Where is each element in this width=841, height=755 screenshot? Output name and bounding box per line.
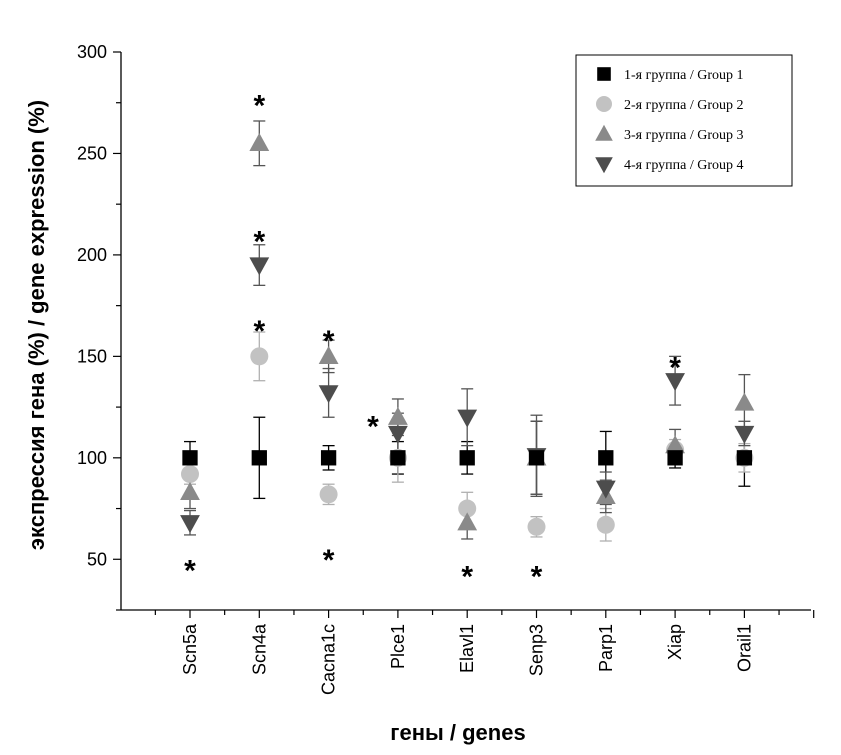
data-point-triangle-up (665, 435, 685, 454)
x-tick-label: Senp3 (527, 624, 547, 676)
data-point-square (667, 450, 683, 466)
data-point-triangle-up (318, 346, 339, 365)
x-tick-label: Elavl1 (457, 624, 477, 673)
significance-asterisk: * (184, 554, 196, 587)
y-tick-label: 150 (77, 346, 107, 366)
y-axis-title: экспрессия гена (%) / gene expression (%… (24, 100, 49, 550)
data-point-circle (596, 515, 615, 534)
x-tick-label: Cacna1c (319, 624, 339, 695)
data-point-circle (181, 465, 199, 484)
data-point-triangle-up (388, 406, 408, 425)
significance-asterisk: * (323, 325, 335, 358)
significance-asterisk: * (253, 90, 265, 123)
x-tick-label: Orail1 (734, 624, 754, 672)
data-point-triangle-up (180, 481, 200, 500)
data-point-triangle-down (249, 257, 270, 276)
data-point-square (598, 450, 614, 466)
data-point-square (459, 450, 475, 466)
x-axis-title: гены / genes (390, 720, 525, 745)
data-point-circle (527, 517, 546, 536)
significance-asterisk: * (669, 351, 681, 384)
data-point-triangle-up (457, 512, 478, 531)
data-point-triangle-up (249, 132, 270, 151)
data-point-square (528, 450, 545, 466)
data-point-square (390, 450, 406, 466)
significance-asterisk: * (367, 410, 379, 443)
x-tick-label: Plce1 (388, 624, 408, 669)
data-point-triangle-down (318, 385, 339, 404)
data-point-circle (458, 499, 477, 518)
legend-marker-triangle-up (595, 124, 613, 141)
legend-label: 3-я группа / Group 3 (624, 128, 744, 143)
legend: 1-я группа / Group 1 2-я группа / Group 2… (575, 54, 793, 187)
significance-asterisk: * (323, 544, 335, 577)
data-point-triangle-down (388, 425, 408, 444)
axes-layer: 50 100 150 200 250 300 Scn5a Scn4a Cacna1c Plce1 E… (77, 42, 815, 695)
data-point-triangle-up (734, 392, 755, 411)
data-point-triangle-down (665, 373, 685, 392)
data-point-triangle-down (457, 409, 478, 428)
legend-marker-triangle-down (595, 157, 613, 174)
significance-markers-layer: * * * * * * * * * * (184, 90, 681, 594)
data-point-triangle-down (734, 425, 755, 444)
y-tick-label: 200 (77, 245, 107, 265)
legend-marker-circle (596, 96, 612, 112)
legend-label: 2-я группа / Group 2 (624, 98, 744, 113)
significance-asterisk: * (253, 315, 265, 348)
data-points-layer (180, 132, 755, 536)
significance-asterisk: * (253, 226, 265, 259)
y-tick-label: 250 (77, 143, 107, 163)
data-point-triangle-down (595, 480, 616, 499)
x-tick-label: Scn4a (249, 623, 269, 675)
y-tick-label: 50 (87, 549, 107, 569)
legend-label: 4-я группа / Group 4 (624, 158, 744, 173)
data-point-circle (250, 347, 269, 366)
legend-box (575, 54, 793, 187)
legend-label: 1-я группа / Group 1 (624, 68, 744, 83)
x-tick-label: Xiap (665, 624, 685, 660)
legend-marker-square (597, 67, 611, 81)
data-point-circle (319, 485, 338, 504)
data-point-square (736, 450, 753, 466)
data-point-square (251, 450, 267, 466)
y-tick-label: 300 (77, 42, 107, 62)
data-point-square (320, 450, 337, 466)
x-tick-label: Scn5a (180, 623, 200, 675)
significance-asterisk: * (531, 560, 543, 593)
significance-asterisk: * (461, 560, 473, 593)
x-tick-label: Parp1 (596, 624, 616, 672)
data-point-triangle-down (180, 515, 200, 534)
data-point-square (182, 450, 198, 466)
y-tick-label: 100 (77, 448, 107, 468)
